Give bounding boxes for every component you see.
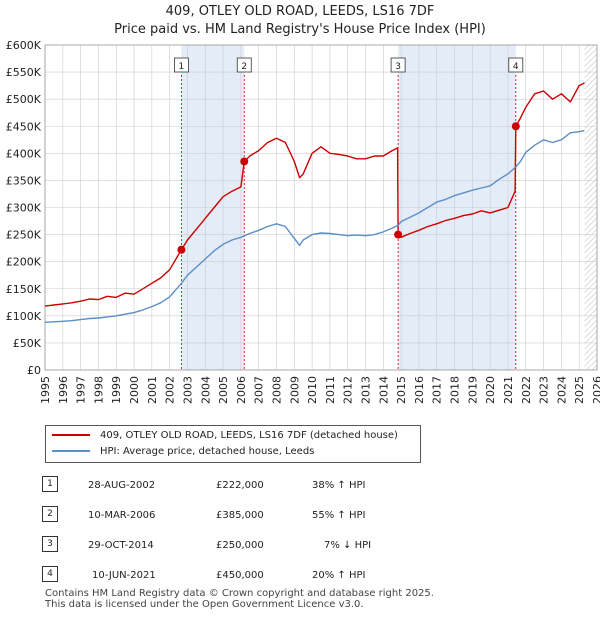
x-tick-label: 2017 [431,376,444,404]
sale-marker-box [236,57,252,73]
legend-item-property: 409, OTLEY OLD ROAD, LEEDS, LS16 7DF (de… [52,428,398,444]
x-tick-label: 2013 [360,376,373,404]
sale-marker-box [508,57,524,73]
sale-number: 2 [42,506,58,522]
y-tick-label: £450K [6,120,42,133]
sale-number: 1 [42,476,58,492]
sale-date: 10-JUN-2021 [92,570,156,581]
y-tick-label: £400K [6,147,42,160]
x-tick-label: 2008 [270,376,283,404]
x-tick-label: 2025 [573,376,586,404]
sale-marker-label: 4 [513,62,519,72]
sale-price: £385,000 [216,510,264,521]
x-tick-label: 2011 [324,376,337,404]
x-tick-label: 2023 [538,376,551,404]
sale-date: 28-AUG-2002 [88,480,156,491]
x-tick-label: 2026 [591,376,600,404]
x-tick-label: 1999 [110,376,123,404]
legend-swatch-property [52,434,90,436]
sale-marker-label: 2 [241,62,247,72]
x-tick-label: 2010 [306,376,319,404]
sale-marker-box [390,57,406,73]
legend-item-hpi: HPI: Average price, detached house, Leed… [52,444,314,460]
sale-price: £450,000 [216,570,264,581]
sale-point [177,245,186,254]
table-row: 3 29-OCT-2014 £250,000 7% ↓ HPI [42,532,442,562]
y-tick-label: £100K [6,310,42,323]
sale-price: £250,000 [216,540,264,551]
x-tick-label: 2002 [164,376,177,404]
legend-swatch-hpi [52,450,90,452]
x-tick-label: 2000 [128,376,141,404]
sale-point [511,122,520,131]
x-tick-label: 1996 [57,376,70,404]
y-tick-label: £0 [27,364,41,377]
chart-legend: 409, OTLEY OLD ROAD, LEEDS, LS16 7DF (de… [45,425,421,463]
footer: Contains HM Land Registry data © Crown c… [45,588,434,610]
sale-hpi: 55% ↑ HPI [312,510,366,521]
sales-table: 1 28-AUG-2002 £222,000 38% ↑ HPI 2 10-MA… [42,472,442,592]
footer-copyright: Contains HM Land Registry data © Crown c… [45,588,434,599]
legend-label-hpi: HPI: Average price, detached house, Leed… [100,446,315,457]
plot-frame [44,44,598,371]
sale-price: £222,000 [216,480,264,491]
x-tick-label: 2014 [377,376,390,404]
sale-hpi: 20% ↑ HPI [312,570,366,581]
table-row: 2 10-MAR-2006 £385,000 55% ↑ HPI [42,502,442,532]
legend-label-property: 409, OTLEY OLD ROAD, LEEDS, LS16 7DF (de… [100,430,398,441]
sale-number: 3 [42,536,58,552]
price-chart: £0 £50K £100K £150K £200K £250K £300K £350K £400… [6,39,600,404]
sale-marker-box [173,57,189,73]
hpi-line [44,129,585,323]
y-tick-label: £600K [6,39,42,52]
x-tick-label: 2012 [342,376,355,404]
x-tick-label: 2015 [395,376,408,404]
table-row: 4 10-JUN-2021 £450,000 20% ↑ HPI [42,562,442,592]
property-price-line [44,82,585,307]
x-tick-label: 2020 [484,376,497,404]
x-tick-label: 2001 [146,376,159,404]
y-tick-label: £250K [6,229,42,242]
x-tick-label: 1998 [92,376,105,404]
sale-marker-label: 3 [395,62,401,72]
y-tick-label: £150K [6,283,42,296]
sale-date: 10-MAR-2006 [88,510,156,521]
sale-marker-label: 1 [179,62,185,72]
y-tick-label: £200K [6,256,42,269]
x-tick-label: 2004 [199,376,212,404]
y-tick-label: £50K [13,337,42,350]
y-tick-label: £550K [6,66,42,79]
x-tick-label: 1995 [39,376,52,404]
sale-date: 29-OCT-2014 [88,540,154,551]
x-tick-label: 2009 [288,376,301,404]
x-tick-label: 1997 [75,376,88,404]
x-tick-label: 2003 [181,376,194,404]
footer-licence: This data is licensed under the Open Gov… [45,599,364,610]
sale-point [394,230,403,239]
x-tick-label: 2021 [502,376,515,404]
x-tick-label: 2016 [413,376,426,404]
sale-hpi: 7% ↓ HPI [324,540,372,551]
table-row: 1 28-AUG-2002 £222,000 38% ↑ HPI [42,472,442,502]
x-tick-label: 2019 [466,376,479,404]
x-tick-label: 2022 [520,376,533,404]
y-tick-label: £350K [6,174,42,187]
x-tick-label: 2018 [449,376,462,404]
x-tick-label: 2006 [235,376,248,404]
sale-number: 4 [42,566,58,582]
x-tick-label: 2007 [253,376,266,404]
x-tick-label: 2024 [555,376,568,404]
y-tick-label: £300K [6,202,42,215]
x-tick-label: 2005 [217,376,230,404]
chart-subtitle: Price paid vs. HM Land Registry's House … [114,22,486,37]
y-tick-label: £500K [6,93,42,106]
sale-point [240,157,249,166]
chart-title: 409, OTLEY OLD ROAD, LEEDS, LS16 7DF [165,4,435,19]
sale-hpi: 38% ↑ HPI [312,480,366,491]
